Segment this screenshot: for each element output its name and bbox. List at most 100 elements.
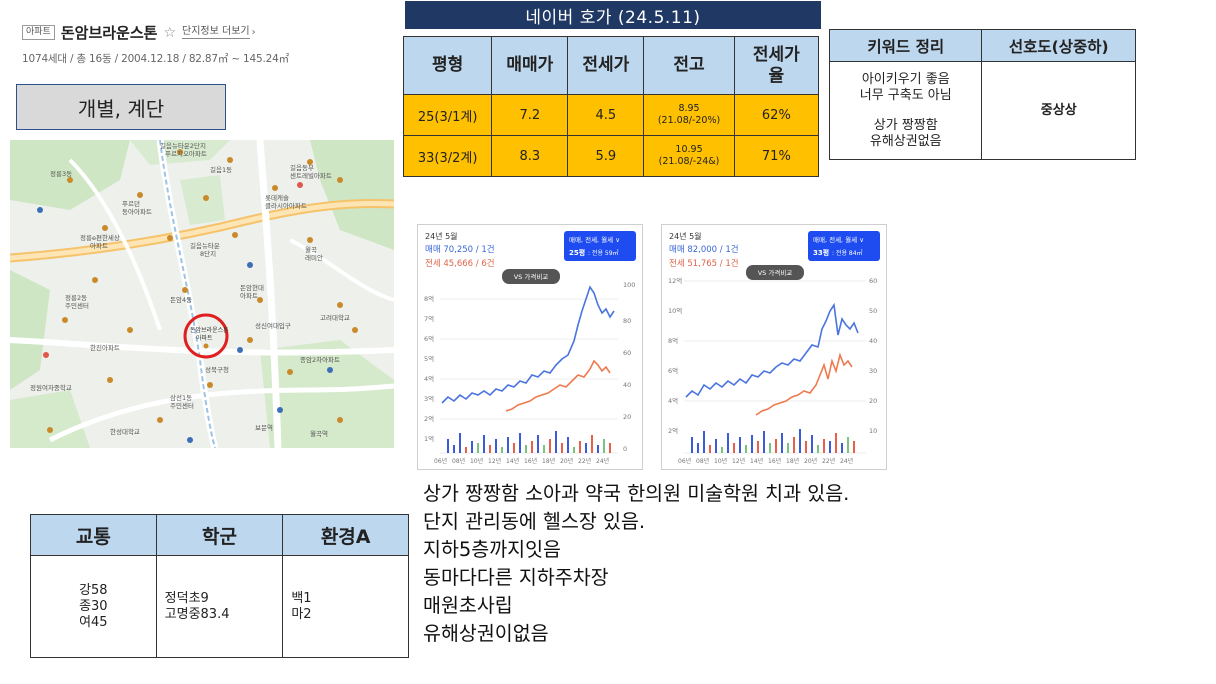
col-header-prev-high: 전고: [643, 36, 735, 95]
y-right-tick: 40: [869, 337, 877, 345]
environment-value: 마2: [291, 606, 312, 622]
y-right-tick: 30: [869, 367, 877, 375]
keyword-row: 아이키우기 좋음 너무 구축도 아님 상가 짱짱함 유해상권없음 중상상: [828, 61, 1136, 160]
x-tick: 16년: [768, 457, 781, 465]
svg-text:돈암브라운스톤: 돈암브라운스톤: [190, 326, 229, 334]
y-right-tick: 10: [869, 427, 877, 435]
price-table: 평형 매매가 전세가 전고 전세가 율 25(3/1계) 7.2 4.5 8.9…: [402, 36, 820, 177]
x-tick: 16년: [524, 457, 537, 465]
chevron-right-icon[interactable]: ›: [251, 27, 256, 38]
note-line: 지하5층까지잇음: [423, 538, 561, 561]
sale-price-line: [441, 285, 615, 404]
cell-size: 33(3/2계): [402, 135, 493, 177]
environment-header-row: 교통 학군 환경A: [30, 514, 409, 556]
svg-text:클라시아아파트: 클라시아아파트: [265, 201, 307, 210]
jeonse-price-line: [755, 352, 853, 416]
complex-info-more-link[interactable]: 단지정보 더보기: [182, 26, 250, 39]
price-row: 33(3/2계) 8.3 5.9 10.95 (21.08/-24&) 71%: [402, 135, 820, 177]
keyword-line: 아이키우기 좋음: [861, 71, 950, 87]
y-left-tick: 10억: [668, 307, 682, 315]
svg-text:월곡: 월곡: [305, 245, 317, 254]
price-row: 25(3/1계) 7.2 4.5 8.95 (21.08/-20%) 62%: [402, 94, 820, 136]
y-right-tick: 20: [623, 413, 631, 421]
school-value: 고명중83.4: [164, 606, 230, 622]
svg-text:한성대학교: 한성대학교: [110, 427, 140, 436]
y-left-tick: 2억: [668, 427, 678, 435]
chart-period: 24년 5월: [425, 231, 458, 241]
sale-price-line: [685, 302, 859, 398]
svg-text:롯데캐슬: 롯데캐슬: [265, 193, 289, 202]
price-history-chart-33: 24년 5월 매매 82,000 / 1건 전세 51,765 / 1건 매매,…: [661, 224, 887, 470]
y-right-tick: 80: [623, 317, 631, 325]
svg-text:월곡역: 월곡역: [310, 429, 328, 438]
note-line: 유해상권이없음: [423, 622, 549, 645]
favorite-star-icon[interactable]: ☆: [163, 24, 177, 41]
svg-text:아파트: 아파트: [196, 334, 213, 342]
col-header-environment: 환경A: [282, 514, 409, 556]
svg-text:8단지: 8단지: [200, 249, 216, 258]
y-right-tick: 0: [623, 445, 627, 453]
y-left-tick: 4억: [424, 375, 434, 383]
keyword-header-row: 키워드 정리 선호도(상중하): [828, 29, 1136, 62]
compare-label: VS 가격비교: [514, 272, 549, 281]
svg-text:센트레빌아파트: 센트레빌아파트: [290, 171, 332, 180]
svg-text:정릉e편한세상: 정릉e편한세상: [80, 233, 120, 242]
apartment-name: 돈암브라운스톤: [60, 24, 158, 42]
x-tick: 12년: [732, 457, 745, 465]
cell-sale: 8.3: [491, 135, 569, 177]
y-right-tick: 20: [869, 397, 877, 405]
size-tag: 33평: [813, 248, 829, 257]
x-tick: 20년: [804, 457, 817, 465]
x-tick: 06년: [678, 457, 691, 465]
svg-text:주민센터: 주민센터: [170, 401, 194, 410]
compare-button[interactable]: [502, 269, 560, 284]
x-tick: 24년: [840, 457, 853, 465]
cell-prev-high: 8.95 (21.08/-20%): [643, 94, 735, 136]
svg-text:정원여자중학교: 정원여자중학교: [30, 383, 72, 392]
x-tick: 10년: [470, 457, 483, 465]
filter-dropdown[interactable]: [564, 231, 636, 261]
svg-text:길음1동: 길음1동: [210, 166, 232, 174]
svg-text:삼선1동: 삼선1동: [170, 393, 192, 402]
location-map[interactable]: 길음뉴타운2단지 푸르지오아파트 길음1동 길음동부 센트레빌아파트 정릉3동 …: [10, 140, 394, 448]
svg-text:고려대학교: 고려대학교: [320, 313, 350, 322]
chart-jeonse-label: 전세 51,765 / 1건: [669, 258, 739, 269]
cell-ratio: 62%: [733, 94, 820, 136]
svg-text:보문역: 보문역: [255, 423, 273, 432]
environment-value: 백1: [291, 590, 312, 606]
prev-high-value: 8.95: [678, 103, 700, 114]
y-right-tick: 50: [869, 307, 877, 315]
svg-text:래미안: 래미안: [305, 253, 323, 262]
svg-text:주민센터: 주민센터: [65, 301, 89, 310]
keyword-line: 너무 구축도 아님: [859, 87, 952, 103]
cell-sale: 7.2: [491, 94, 569, 136]
chart-jeonse-label: 전세 45,666 / 6건: [425, 258, 495, 269]
x-tick: 18년: [542, 457, 555, 465]
y-left-tick: 3억: [424, 395, 434, 403]
col-header-preference: 선호도(상중하): [981, 29, 1136, 62]
cell-size: 25(3/1계): [402, 94, 493, 136]
note-line: 단지 관리동에 헬스장 있음.: [423, 510, 646, 533]
col-header-keywords: 키워드 정리: [828, 29, 983, 62]
chart-period: 24년 5월: [669, 231, 702, 241]
traffic-cell: 강58 종30 여45: [30, 555, 157, 658]
y-left-tick: 1억: [424, 435, 434, 443]
chart-svg: 24년 5월 매매 70,250 / 1건 전세 45,666 / 6건 매매,…: [424, 231, 636, 465]
cell-ratio: 71%: [733, 135, 820, 177]
cell-prev-high: 10.95 (21.08/-24&): [643, 135, 735, 177]
filter-dropdown-label: 매매, 전세, 월세 ∨: [813, 235, 864, 244]
y-right-tick: 60: [623, 349, 631, 357]
svg-text:돈암현대: 돈암현대: [240, 284, 264, 292]
y-left-tick: 5억: [424, 355, 434, 363]
y-left-tick: 6억: [424, 335, 434, 343]
y-left-tick: 7억: [424, 315, 434, 323]
filter-dropdown[interactable]: [808, 231, 880, 261]
chart-sale-label: 매매 82,000 / 1건: [669, 244, 739, 255]
svg-text:성북구청: 성북구청: [205, 365, 229, 374]
y-left-tick: 8억: [424, 295, 434, 303]
y-left-tick: 6억: [668, 367, 678, 375]
note-line: 상가 짱짱함 소아과 약국 한의원 미술학원 치과 있음.: [423, 482, 850, 505]
y-right-tick: 100: [623, 281, 635, 289]
svg-text:돈암4동: 돈암4동: [170, 296, 192, 304]
compare-button[interactable]: [746, 265, 804, 280]
